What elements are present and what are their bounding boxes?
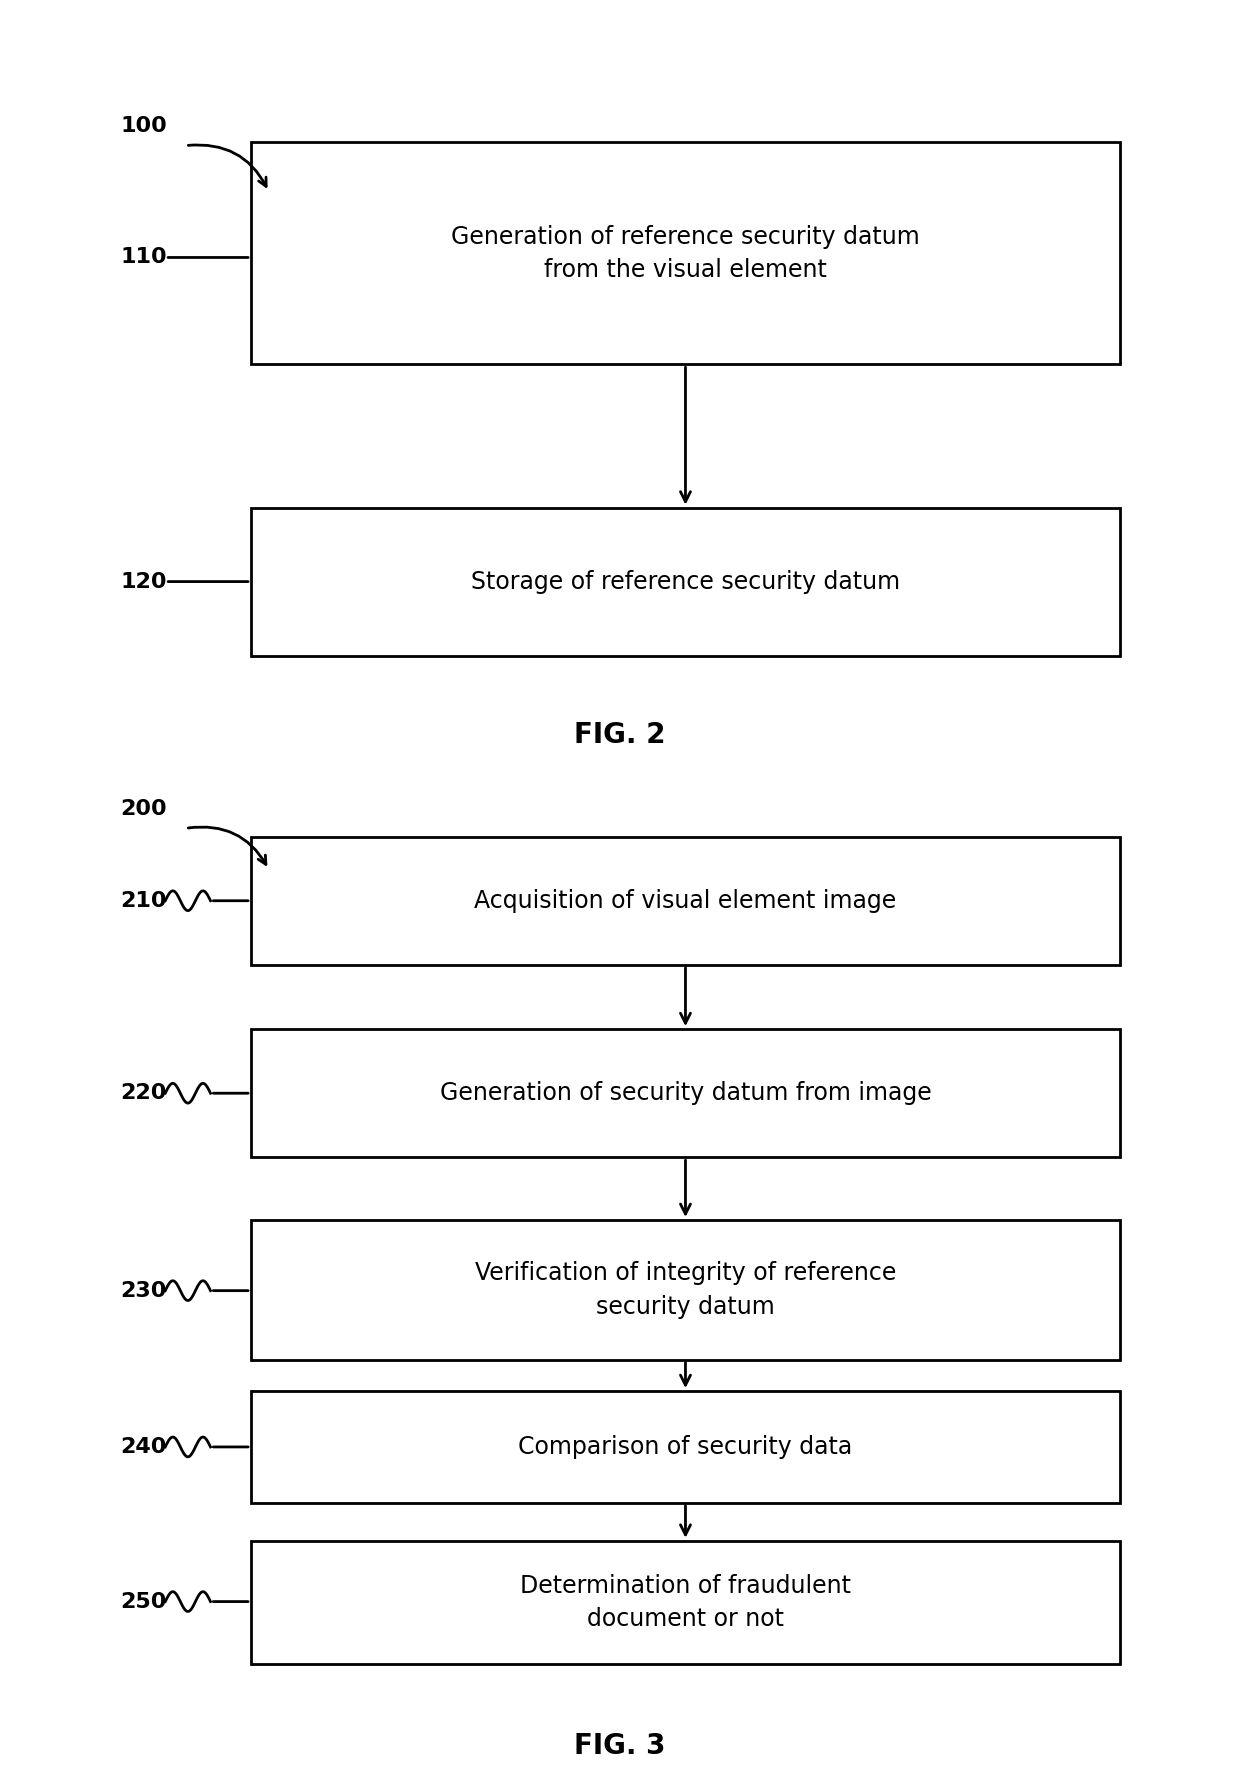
FancyBboxPatch shape — [250, 1390, 1120, 1504]
Text: 200: 200 — [120, 798, 166, 819]
Text: 240: 240 — [120, 1436, 166, 1458]
Text: Determination of fraudulent
document or not: Determination of fraudulent document or … — [520, 1574, 851, 1631]
Text: Comparison of security data: Comparison of security data — [518, 1435, 853, 1459]
Text: 250: 250 — [120, 1592, 166, 1612]
Text: 210: 210 — [120, 892, 166, 911]
Text: 100: 100 — [120, 115, 167, 136]
FancyBboxPatch shape — [250, 508, 1120, 656]
Text: Storage of reference security datum: Storage of reference security datum — [471, 570, 900, 594]
Text: Generation of security datum from image: Generation of security datum from image — [440, 1081, 931, 1106]
Text: FIG. 2: FIG. 2 — [574, 720, 666, 748]
Text: Acquisition of visual element image: Acquisition of visual element image — [475, 888, 897, 913]
Text: 120: 120 — [120, 571, 166, 591]
Text: 230: 230 — [120, 1281, 166, 1300]
Text: Generation of reference security datum
from the visual element: Generation of reference security datum f… — [451, 225, 920, 281]
Text: 110: 110 — [120, 248, 166, 267]
Text: Verification of integrity of reference
security datum: Verification of integrity of reference s… — [475, 1261, 897, 1318]
FancyBboxPatch shape — [250, 1221, 1120, 1360]
Text: 220: 220 — [120, 1083, 166, 1104]
FancyBboxPatch shape — [250, 1541, 1120, 1665]
Text: FIG. 3: FIG. 3 — [574, 1732, 666, 1760]
FancyBboxPatch shape — [250, 142, 1120, 364]
FancyBboxPatch shape — [250, 837, 1120, 964]
FancyBboxPatch shape — [250, 1030, 1120, 1157]
